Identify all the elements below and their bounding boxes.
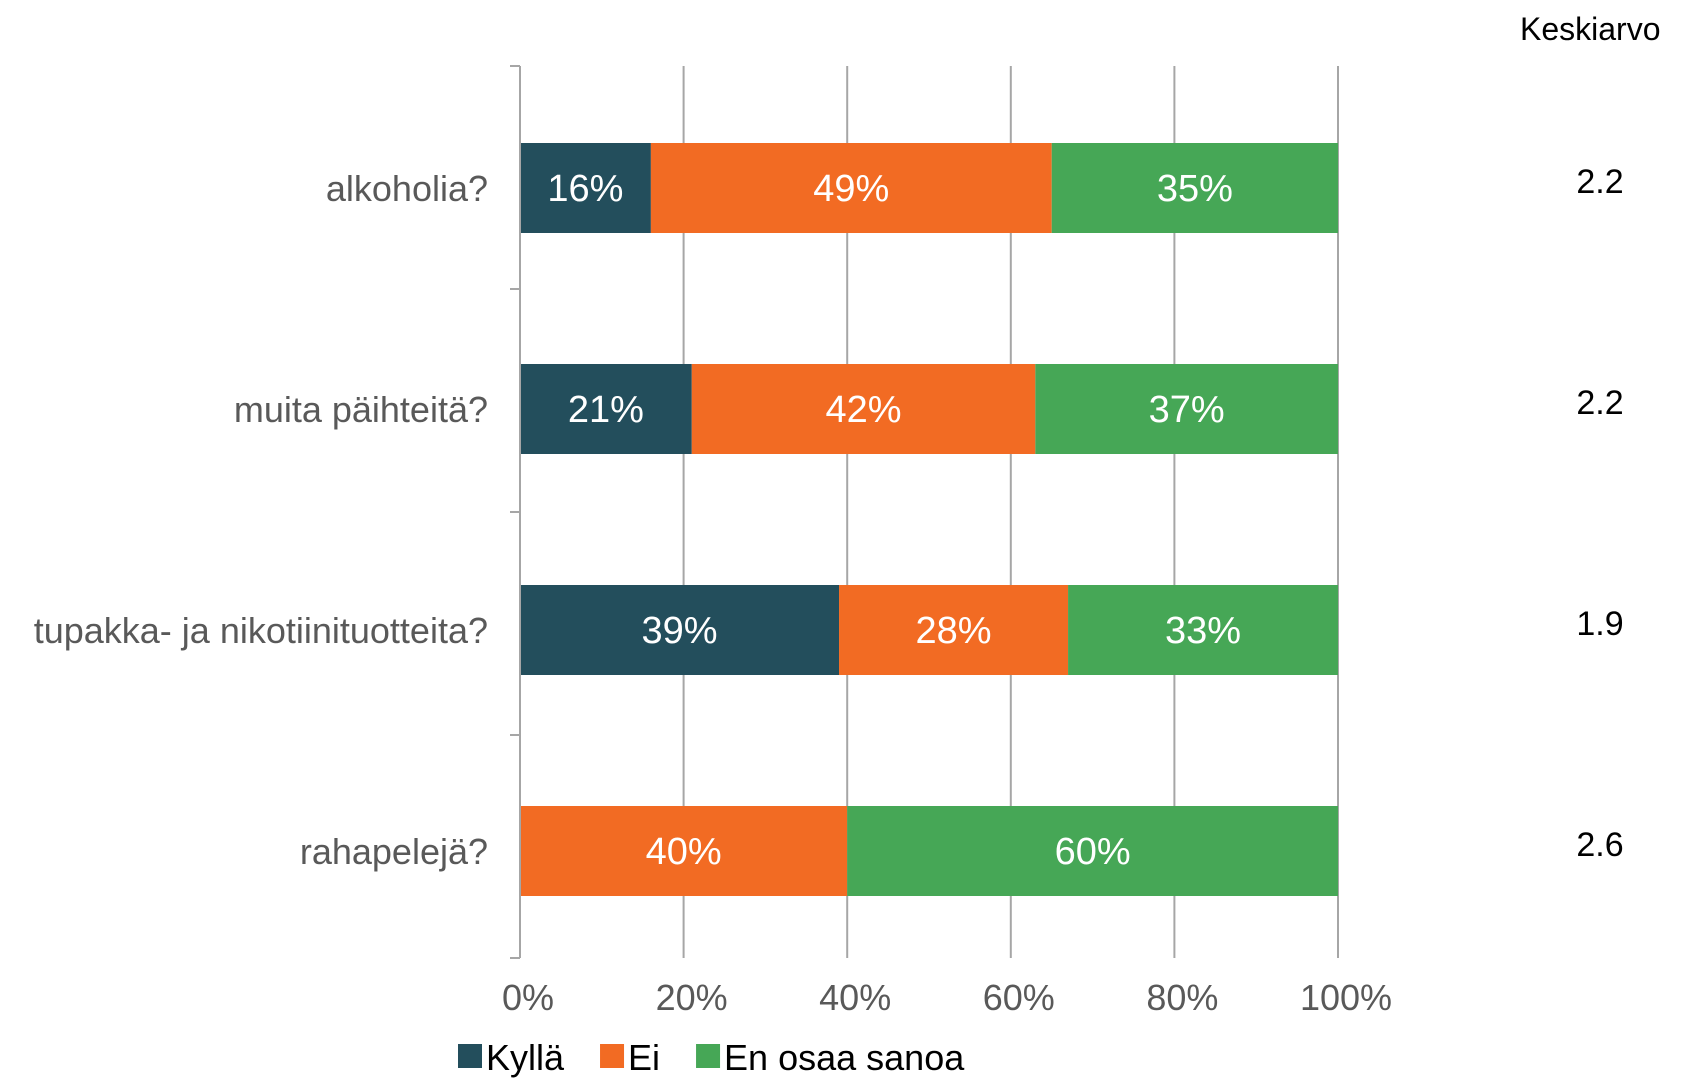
legend-swatch	[696, 1044, 721, 1068]
x-tick-label: 0%	[502, 977, 554, 1018]
category-label: tupakka- ja nikotiinituotteita?	[34, 610, 488, 651]
legend-swatch	[458, 1044, 482, 1068]
category-label: alkoholia?	[326, 168, 488, 209]
x-tick-label: 20%	[656, 977, 728, 1018]
bar-segment	[520, 143, 651, 233]
legend-label: En osaa sanoa	[724, 1037, 965, 1078]
bar-segment	[1068, 585, 1338, 675]
x-tick-label: 100%	[1300, 977, 1392, 1018]
average-header: Keskiarvo	[1520, 11, 1661, 47]
bar-segment	[520, 806, 848, 896]
bar-segment	[520, 364, 692, 454]
data-label: 33%	[1165, 610, 1241, 652]
data-label: 21%	[568, 389, 644, 431]
x-tick-label: 80%	[1146, 977, 1218, 1018]
labels: 0% 20% 40% 60% 80% 100% 16% 49% 35% alkoholia? 2.2…	[34, 11, 1661, 1018]
x-tick-label: 60%	[983, 977, 1055, 1018]
axes	[510, 65, 521, 959]
bar-segment	[1051, 143, 1338, 233]
x-tick-label: 40%	[819, 977, 891, 1018]
legend: Kyllä Ei En osaa sanoa	[458, 1037, 965, 1078]
legend-label: Kyllä	[486, 1037, 565, 1078]
bar-segment	[691, 364, 1036, 454]
data-label: 40%	[646, 831, 722, 873]
data-label: 16%	[547, 168, 623, 210]
data-label: 35%	[1157, 168, 1233, 210]
average-value: 2.2	[1576, 384, 1623, 422]
bar-segment	[1035, 364, 1338, 454]
legend-label: Ei	[628, 1037, 660, 1078]
data-label: 49%	[813, 168, 889, 210]
data-label: 28%	[916, 610, 992, 652]
legend-swatch	[600, 1044, 625, 1068]
data-label: 42%	[826, 389, 902, 431]
average-value: 2.2	[1576, 163, 1623, 201]
average-value: 1.9	[1576, 605, 1623, 643]
data-label: 60%	[1055, 831, 1131, 873]
data-label: 37%	[1149, 389, 1225, 431]
bar-segment	[650, 143, 1052, 233]
bar-segment	[847, 806, 1338, 896]
bar-segment	[520, 585, 840, 675]
category-label: muita päihteitä?	[234, 389, 488, 430]
average-value: 2.6	[1576, 826, 1623, 864]
data-label: 39%	[641, 610, 717, 652]
bar-segments	[520, 143, 1338, 896]
category-label: rahapelejä?	[300, 831, 488, 872]
bar-segment	[839, 585, 1069, 675]
